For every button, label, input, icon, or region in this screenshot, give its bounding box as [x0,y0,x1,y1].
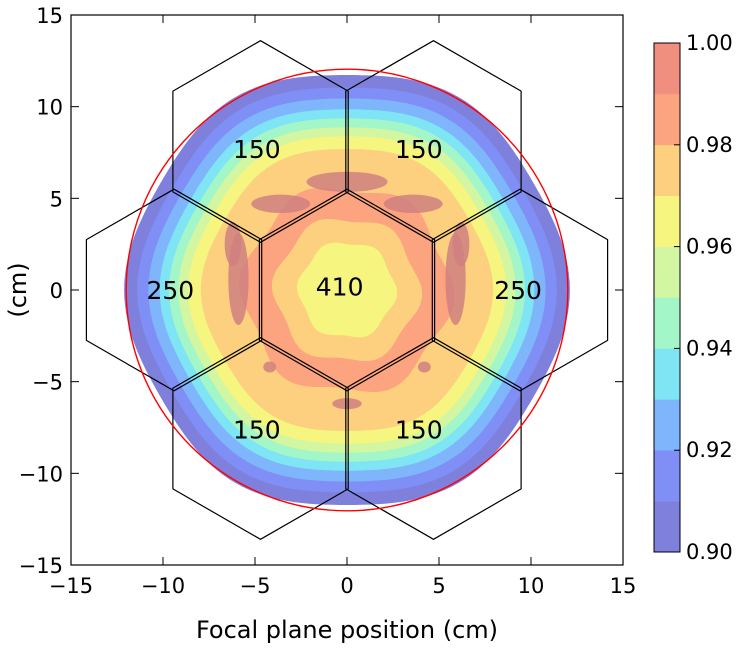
x-tick-label: 5 [432,574,445,598]
colorbar-band [654,450,680,502]
x-tick-label: 15 [610,574,637,598]
colorbar-frame [653,42,681,553]
wafer-label: 250 [147,276,195,305]
y-tick-label: 0 [50,279,63,303]
colorbar-tick-label: 0.92 [686,438,733,462]
colorbar-band [654,93,680,145]
x-tick-label: 0 [340,574,353,598]
x-axis: −15 −10 −5 0 5 10 15 [49,15,637,598]
y-tick-label: −10 [19,462,63,486]
wafer-outline [345,337,522,540]
y-axis: −15 −10 −5 0 5 10 15 [19,4,623,578]
patch-099 [452,222,470,267]
wafer-outlines [85,40,609,540]
wafer-label: 150 [395,135,443,164]
y-tick-label: −15 [19,554,63,578]
colorbar-band [654,297,680,349]
colorbar-tick-label: 0.98 [686,133,733,157]
colorbar-band [654,501,680,552]
patch-099 [306,171,388,192]
colorbar: 0.90 0.92 0.94 0.96 0.98 1.00 [653,31,733,564]
patch-099 [263,361,277,373]
colorbar-tick-label: 0.90 [686,540,733,564]
patch-099 [332,398,362,410]
wafer-outline [431,188,609,392]
colorbar-tick-label: 0.96 [686,235,733,259]
patch-099 [224,222,242,267]
wafer-outline [345,40,522,243]
colorbar-tick-label: 0.94 [686,336,733,360]
colorbar-band [654,43,680,94]
high-efficiency-patches [224,171,470,410]
y-tick-label: 5 [50,187,63,211]
x-tick-label: 10 [518,574,545,598]
y-tick-label: 10 [36,96,63,120]
y-tick-label: −5 [32,371,63,395]
fov-circle [125,68,569,512]
patch-099 [383,194,443,214]
x-tick-label: −5 [240,574,271,598]
colorbar-band [654,399,680,451]
y-tick-label: 15 [36,4,63,28]
x-axis-label: Focal plane position (cm) [196,616,498,644]
colorbar-band [654,246,680,298]
patch-099 [251,194,311,214]
wafer-outline [258,188,436,392]
colorbar-band [654,144,680,196]
y-axis-label: (cm) [4,262,32,317]
contour-band [296,242,398,338]
colorbar-band [654,195,680,247]
wafer-label: 250 [494,276,542,305]
field-of-view-circle [125,68,569,512]
wafer-label: 150 [233,135,281,164]
wafer-outline [172,337,349,540]
x-tick-label: −15 [49,574,93,598]
wafer-label: 410 [316,272,364,301]
patch-099 [417,361,431,373]
wafer-label: 150 [395,415,443,444]
colorbar-band [654,348,680,400]
x-tick-label: −10 [141,574,185,598]
wafer-outline [85,188,263,392]
wafer-label: 150 [233,415,281,444]
colorbar-tick-label: 1.00 [686,31,733,55]
wafer-labels: 410 150 150 250 250 150 150 [147,135,542,445]
wafer-outline [172,40,349,243]
